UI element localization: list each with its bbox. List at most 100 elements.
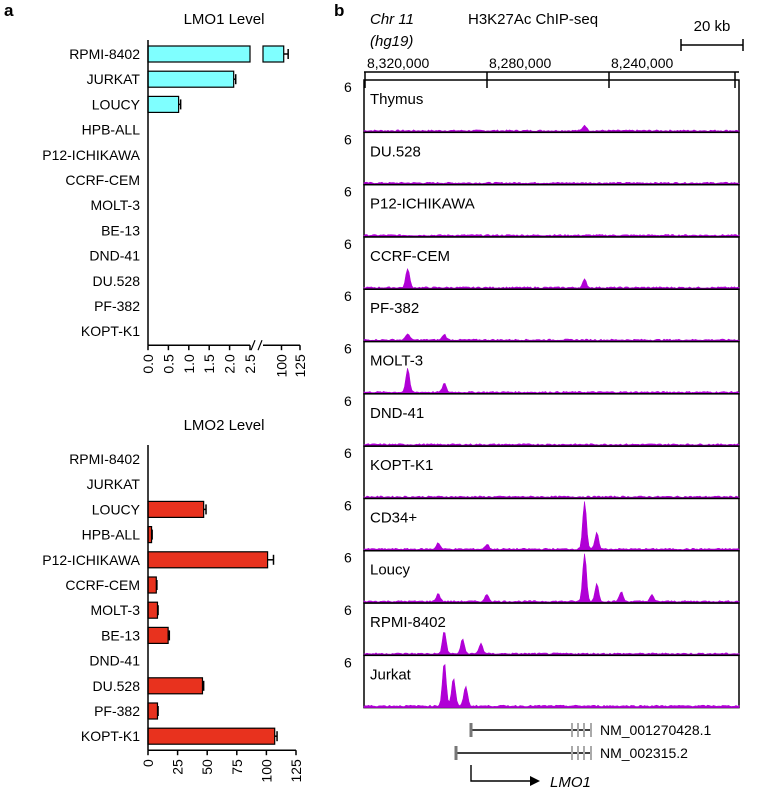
gene-exon <box>454 746 458 760</box>
scale-bar-label: 20 kb <box>694 18 731 35</box>
lmo1-category-label: MOLT-3 <box>90 197 140 213</box>
lmo1-category-label: PF-382 <box>94 298 140 314</box>
track-rpmi-8402: 6 RPMI-8402 <box>344 602 740 657</box>
chipseq-title: H3K27Ac ChIP-seq <box>468 11 598 28</box>
track-label: Loucy <box>370 562 411 579</box>
track-max-label: 6 <box>344 236 352 252</box>
signal-profile <box>363 268 740 290</box>
gene-exon <box>571 746 573 760</box>
track-label: Thymus <box>370 91 423 108</box>
lmo2-category-label: LOUCY <box>92 501 141 517</box>
lmo2-category-label: PF-382 <box>94 703 140 719</box>
track-max-label: 6 <box>344 602 352 618</box>
lmo2-category-label: RPMI-8402 <box>69 451 140 467</box>
lmo2-x-tick-label: 100 <box>258 759 274 783</box>
track-max-label: 6 <box>344 288 352 304</box>
signal-profile <box>363 663 740 708</box>
lmo1-bar <box>147 45 251 63</box>
track-label: P12-ICHIKAWA <box>370 196 475 213</box>
lmo2-bar <box>147 551 269 569</box>
genome-label: Chr 11 <box>370 11 414 28</box>
chipseq-chart: Chr 11 (hg19) H3K27Ac ChIP-seq 20 kb 8,320,0… <box>344 11 744 789</box>
track-frame <box>363 654 740 709</box>
lmo2-category-label: MOLT-3 <box>90 602 140 618</box>
track-max-label: 6 <box>344 445 352 461</box>
track-frame <box>363 497 740 552</box>
track-label: MOLT-3 <box>370 353 423 370</box>
lmo2-bar <box>147 702 159 720</box>
lmo1-category-label: BE-13 <box>101 222 140 238</box>
track-p12-ichikawa: 6 P12-ICHIKAWA <box>344 184 740 238</box>
track-du-528: 6 DU.528 <box>344 131 740 186</box>
lmo1-category-label: HPB-ALL <box>82 122 141 138</box>
track-label: PF-382 <box>370 300 419 317</box>
lmo1-x-tick-label: 0.5 <box>160 354 176 374</box>
gene-name: NM_001270428.1 <box>600 722 712 738</box>
lmo1-chart: LMO1 Level RPMI-8402 JURKAT LOUCY HPB-ALL P12… <box>42 11 308 378</box>
tss-arrow <box>470 765 530 782</box>
lmo1-axis-break <box>257 339 263 351</box>
lmo2-title: LMO2 Level <box>184 417 265 434</box>
track-jurkat: 6 Jurkat <box>344 654 740 709</box>
lmo1-category-label: JURKAT <box>87 71 141 87</box>
track-max-label: 6 <box>344 79 352 95</box>
lmo1-bar <box>147 70 235 88</box>
lmo2-bar <box>147 500 205 518</box>
lmo2-category-label: BE-13 <box>101 627 140 643</box>
lmo1-x-tick-label: 125 <box>292 354 308 378</box>
lmo2-chart: LMO2 Level RPMI-8402 JURKAT LOUCY HPB-ALL P12… <box>42 417 304 783</box>
track-label: KOPT-K1 <box>370 457 433 474</box>
gene-symbol: LMO1 <box>550 774 591 789</box>
lmo1-category-label: RPMI-8402 <box>69 46 140 62</box>
track-max-label: 6 <box>344 184 352 200</box>
coordinate-label: 8,240,000 <box>611 55 673 71</box>
lmo1-axis-break <box>250 339 256 351</box>
gene-exon <box>583 746 585 760</box>
track-max-label: 6 <box>344 131 352 147</box>
lmo1-category-label: KOPT-K1 <box>81 323 140 339</box>
tss-arrowhead <box>530 776 540 786</box>
lmo1-x-tick-label: 100 <box>274 354 290 378</box>
signal-profile <box>363 632 740 656</box>
lmo2-category-label: DU.528 <box>93 678 141 694</box>
lmo2-bar <box>147 626 169 645</box>
panel-b-label: b <box>334 1 344 20</box>
lmo2-bar <box>147 677 204 695</box>
track-frame <box>363 549 740 604</box>
lmo2-x-tick-label: 125 <box>288 759 304 783</box>
track-max-label: 6 <box>344 497 352 513</box>
lmo2-category-label: DND-41 <box>89 653 140 669</box>
lmo1-title: LMO1 Level <box>184 11 265 28</box>
signal-profile <box>363 333 740 342</box>
lmo2-category-label: JURKAT <box>87 476 141 492</box>
track-loucy: 6 Loucy <box>344 549 740 604</box>
track-kopt-k1: 6 KOPT-K1 <box>344 445 740 500</box>
gene-name: NM_002315.2 <box>600 745 688 761</box>
signal-profile <box>363 368 740 395</box>
lmo1-x-tick-label: 0.0 <box>140 354 156 374</box>
track-max-label: 6 <box>344 393 352 409</box>
signal-profile <box>363 553 740 604</box>
gene-exon <box>469 723 473 737</box>
lmo1-x-tick-label: 2.5 <box>242 354 258 374</box>
lmo1-x-tick-label: 2.0 <box>222 354 238 374</box>
signal-profile <box>363 501 740 551</box>
coordinate-label: 8,320,000 <box>367 55 429 71</box>
gene-exon <box>583 723 585 737</box>
track-label: CD34+ <box>370 509 417 526</box>
gene-exon <box>571 723 573 737</box>
track-label: CCRF-CEM <box>370 248 450 265</box>
gene-exon <box>590 746 592 760</box>
lmo1-bar-continued <box>262 45 285 63</box>
lmo2-bar <box>147 576 157 594</box>
track-cd34: 6 CD34+ <box>344 497 740 552</box>
lmo1-x-tick-label: 1.5 <box>201 354 217 374</box>
lmo2-category-label: CCRF-CEM <box>65 577 140 593</box>
track-pf-382: 6 PF-382 <box>344 288 740 343</box>
gene-exon <box>590 723 592 737</box>
lmo1-category-label: P12-ICHIKAWA <box>42 147 140 163</box>
track-ccrf-cem: 6 CCRF-CEM <box>344 236 740 290</box>
track-label: DU.528 <box>370 143 421 160</box>
lmo1-category-label: DND-41 <box>89 248 140 264</box>
coordinate-label: 8,280,000 <box>489 55 551 71</box>
